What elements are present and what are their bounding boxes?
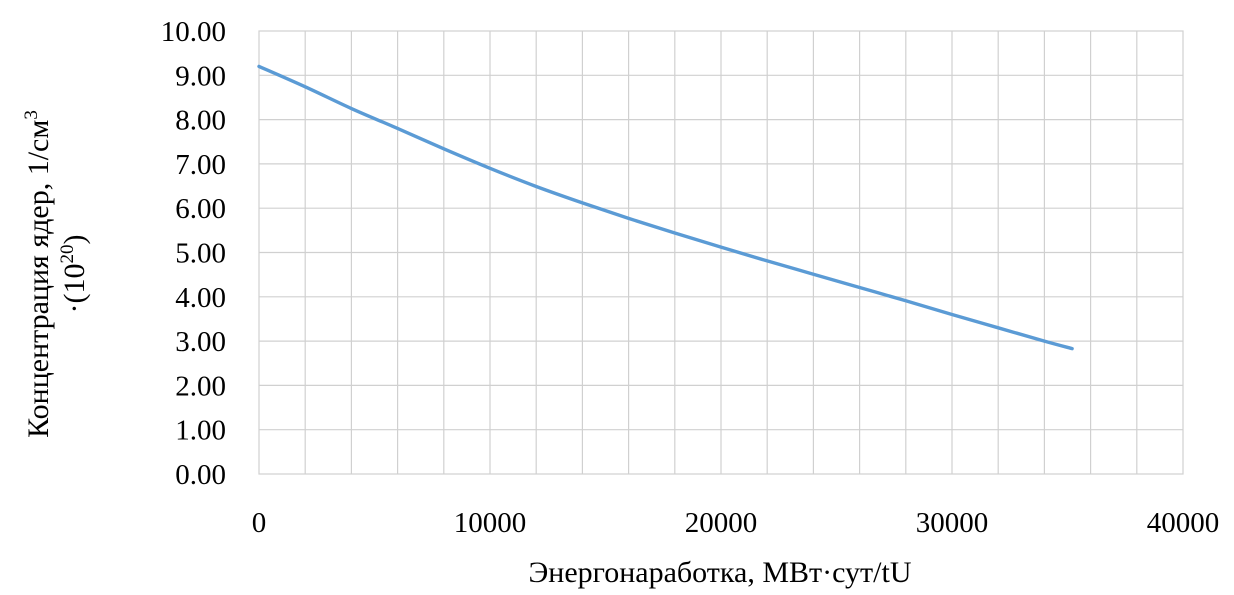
y-tick-label: 3.00 (175, 326, 226, 358)
y-axis-title-line-1: Концентрация ядер, 1/см3 (21, 110, 55, 438)
x-tick-label: 40000 (1147, 507, 1220, 539)
plot-area-frame (258, 30, 1184, 475)
y-axis-title-main-2: ·(10 (58, 264, 91, 314)
y-tick-label: 4.00 (175, 282, 226, 314)
x-tick-label: 30000 (916, 507, 989, 539)
y-tick-label: 8.00 (175, 105, 226, 137)
y-axis-tick-labels: 0.00 1.00 2.00 3.00 4.00 5.00 6.00 7.00 8.00 9.00… (161, 16, 226, 491)
y-axis-title-end-2: ) (58, 235, 91, 245)
y-tick-label: 5.00 (175, 238, 226, 270)
y-tick-label: 0.00 (175, 459, 226, 491)
y-tick-label: 6.00 (175, 193, 226, 225)
x-tick-label: 0 (252, 507, 267, 539)
y-axis-title: Концентрация ядер, 1/см3 ·(1020) (21, 110, 91, 438)
y-tick-label: 10.00 (161, 16, 226, 48)
y-tick-label: 2.00 (175, 370, 226, 402)
x-axis-title: Энергонаработка, МВт·сут/tU (529, 556, 912, 589)
y-tick-label: 7.00 (175, 149, 226, 181)
y-axis-title-superscript-1: 3 (21, 110, 42, 120)
y-axis-title-line-2: ·(1020) (57, 235, 91, 314)
x-tick-label: 20000 (685, 507, 758, 539)
series-line (257, 64, 1074, 351)
grid-lines (259, 31, 1183, 474)
series-layer (257, 64, 1074, 351)
y-axis-title-main-1: Концентрация ядер, 1/см (22, 120, 55, 438)
x-tick-label: 10000 (454, 507, 527, 539)
y-axis-title-superscript-2: 20 (57, 245, 78, 264)
y-tick-label: 9.00 (175, 60, 226, 92)
y-tick-label: 1.00 (175, 415, 226, 447)
x-axis-tick-labels: 0 10000 20000 30000 40000 (252, 507, 1220, 539)
